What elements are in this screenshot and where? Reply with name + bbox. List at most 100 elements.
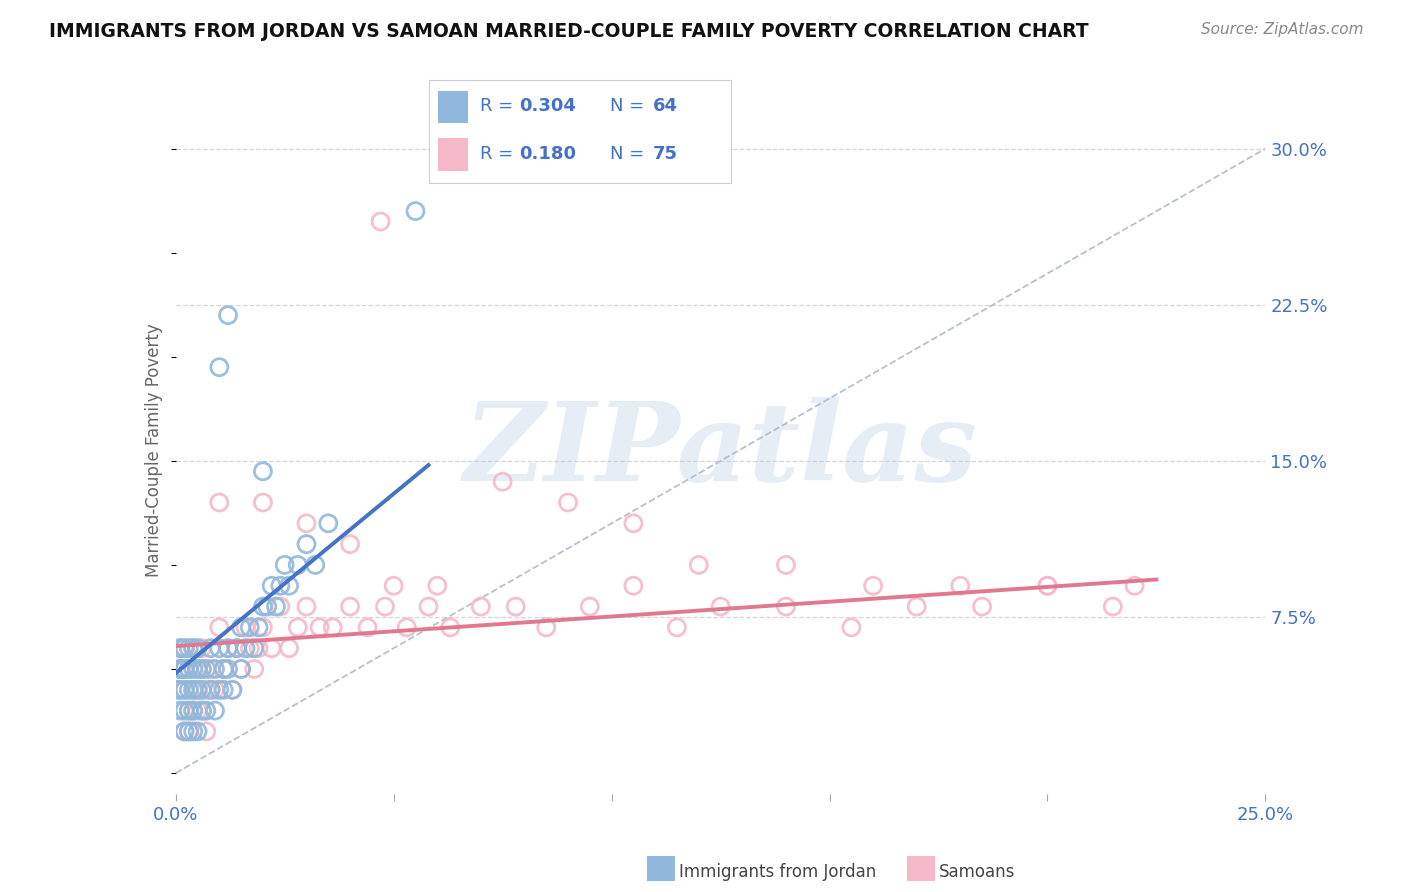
Text: Samoans: Samoans	[939, 863, 1015, 881]
Point	[204, 704, 226, 718]
Point	[621, 579, 644, 593]
Point	[186, 662, 209, 676]
Bar	[437, 137, 468, 170]
Text: N =: N =	[610, 97, 650, 115]
Point	[212, 682, 235, 697]
Point	[195, 704, 218, 718]
Text: Source: ZipAtlas.com: Source: ZipAtlas.com	[1201, 22, 1364, 37]
Point	[841, 620, 863, 634]
Text: N =: N =	[610, 145, 650, 163]
Point	[217, 641, 239, 656]
Point	[666, 620, 689, 634]
Y-axis label: Married-Couple Family Poverty: Married-Couple Family Poverty	[145, 324, 163, 577]
Point	[217, 662, 239, 676]
Point	[204, 662, 226, 676]
Point	[235, 620, 257, 634]
Point	[181, 724, 204, 739]
Point	[1036, 579, 1059, 593]
Point	[274, 558, 297, 572]
Point	[173, 682, 195, 697]
Point	[382, 579, 405, 593]
Point	[181, 704, 204, 718]
Point	[231, 620, 253, 634]
Point	[181, 682, 204, 697]
Point	[374, 599, 396, 614]
Point	[169, 662, 191, 676]
Point	[295, 516, 318, 531]
Point	[252, 620, 274, 634]
Point	[217, 308, 239, 322]
Point	[318, 516, 340, 531]
Point	[173, 682, 195, 697]
Point	[505, 599, 527, 614]
Text: 0.304: 0.304	[520, 97, 576, 115]
Point	[710, 599, 733, 614]
Text: ZIPatlas: ZIPatlas	[464, 397, 977, 504]
Point	[208, 360, 231, 375]
Point	[177, 662, 200, 676]
Point	[260, 641, 283, 656]
Point	[169, 662, 191, 676]
Point	[217, 641, 239, 656]
Point	[775, 558, 797, 572]
Point	[177, 704, 200, 718]
Bar	[437, 91, 468, 123]
Point	[439, 620, 461, 634]
Point	[173, 641, 195, 656]
Point	[418, 599, 440, 614]
Point	[339, 537, 361, 551]
Point	[177, 662, 200, 676]
Point	[167, 682, 190, 697]
Point	[239, 620, 262, 634]
Point	[287, 620, 309, 634]
Point	[173, 662, 195, 676]
Point	[905, 599, 928, 614]
Point	[239, 641, 262, 656]
Point	[181, 641, 204, 656]
Text: R =: R =	[481, 145, 519, 163]
Point	[557, 495, 579, 509]
Point	[470, 599, 492, 614]
Point	[269, 599, 291, 614]
Point	[186, 641, 209, 656]
Point	[195, 662, 218, 676]
Point	[370, 214, 392, 228]
Point	[200, 682, 222, 697]
Point	[221, 682, 243, 697]
Point	[177, 724, 200, 739]
Point	[1102, 599, 1125, 614]
Point	[169, 641, 191, 656]
Point	[247, 641, 270, 656]
Point	[243, 662, 266, 676]
Point	[208, 495, 231, 509]
Point	[169, 682, 191, 697]
Point	[191, 641, 214, 656]
Point	[278, 641, 301, 656]
Point	[181, 704, 204, 718]
Point	[177, 641, 200, 656]
Point	[191, 662, 214, 676]
Point	[304, 558, 326, 572]
Point	[256, 599, 278, 614]
Point	[287, 558, 309, 572]
Point	[252, 599, 274, 614]
Point	[426, 579, 449, 593]
Point	[186, 662, 209, 676]
Point	[200, 682, 222, 697]
Point	[191, 682, 214, 697]
Point	[200, 662, 222, 676]
Point	[186, 724, 209, 739]
Point	[173, 724, 195, 739]
Point	[173, 641, 195, 656]
Point	[295, 599, 318, 614]
Point	[169, 662, 191, 676]
Point	[308, 620, 330, 634]
Point	[173, 724, 195, 739]
Point	[177, 682, 200, 697]
Point	[534, 620, 557, 634]
Point	[395, 620, 418, 634]
Point	[356, 620, 378, 634]
Point	[200, 641, 222, 656]
Point	[243, 641, 266, 656]
Point	[208, 641, 231, 656]
